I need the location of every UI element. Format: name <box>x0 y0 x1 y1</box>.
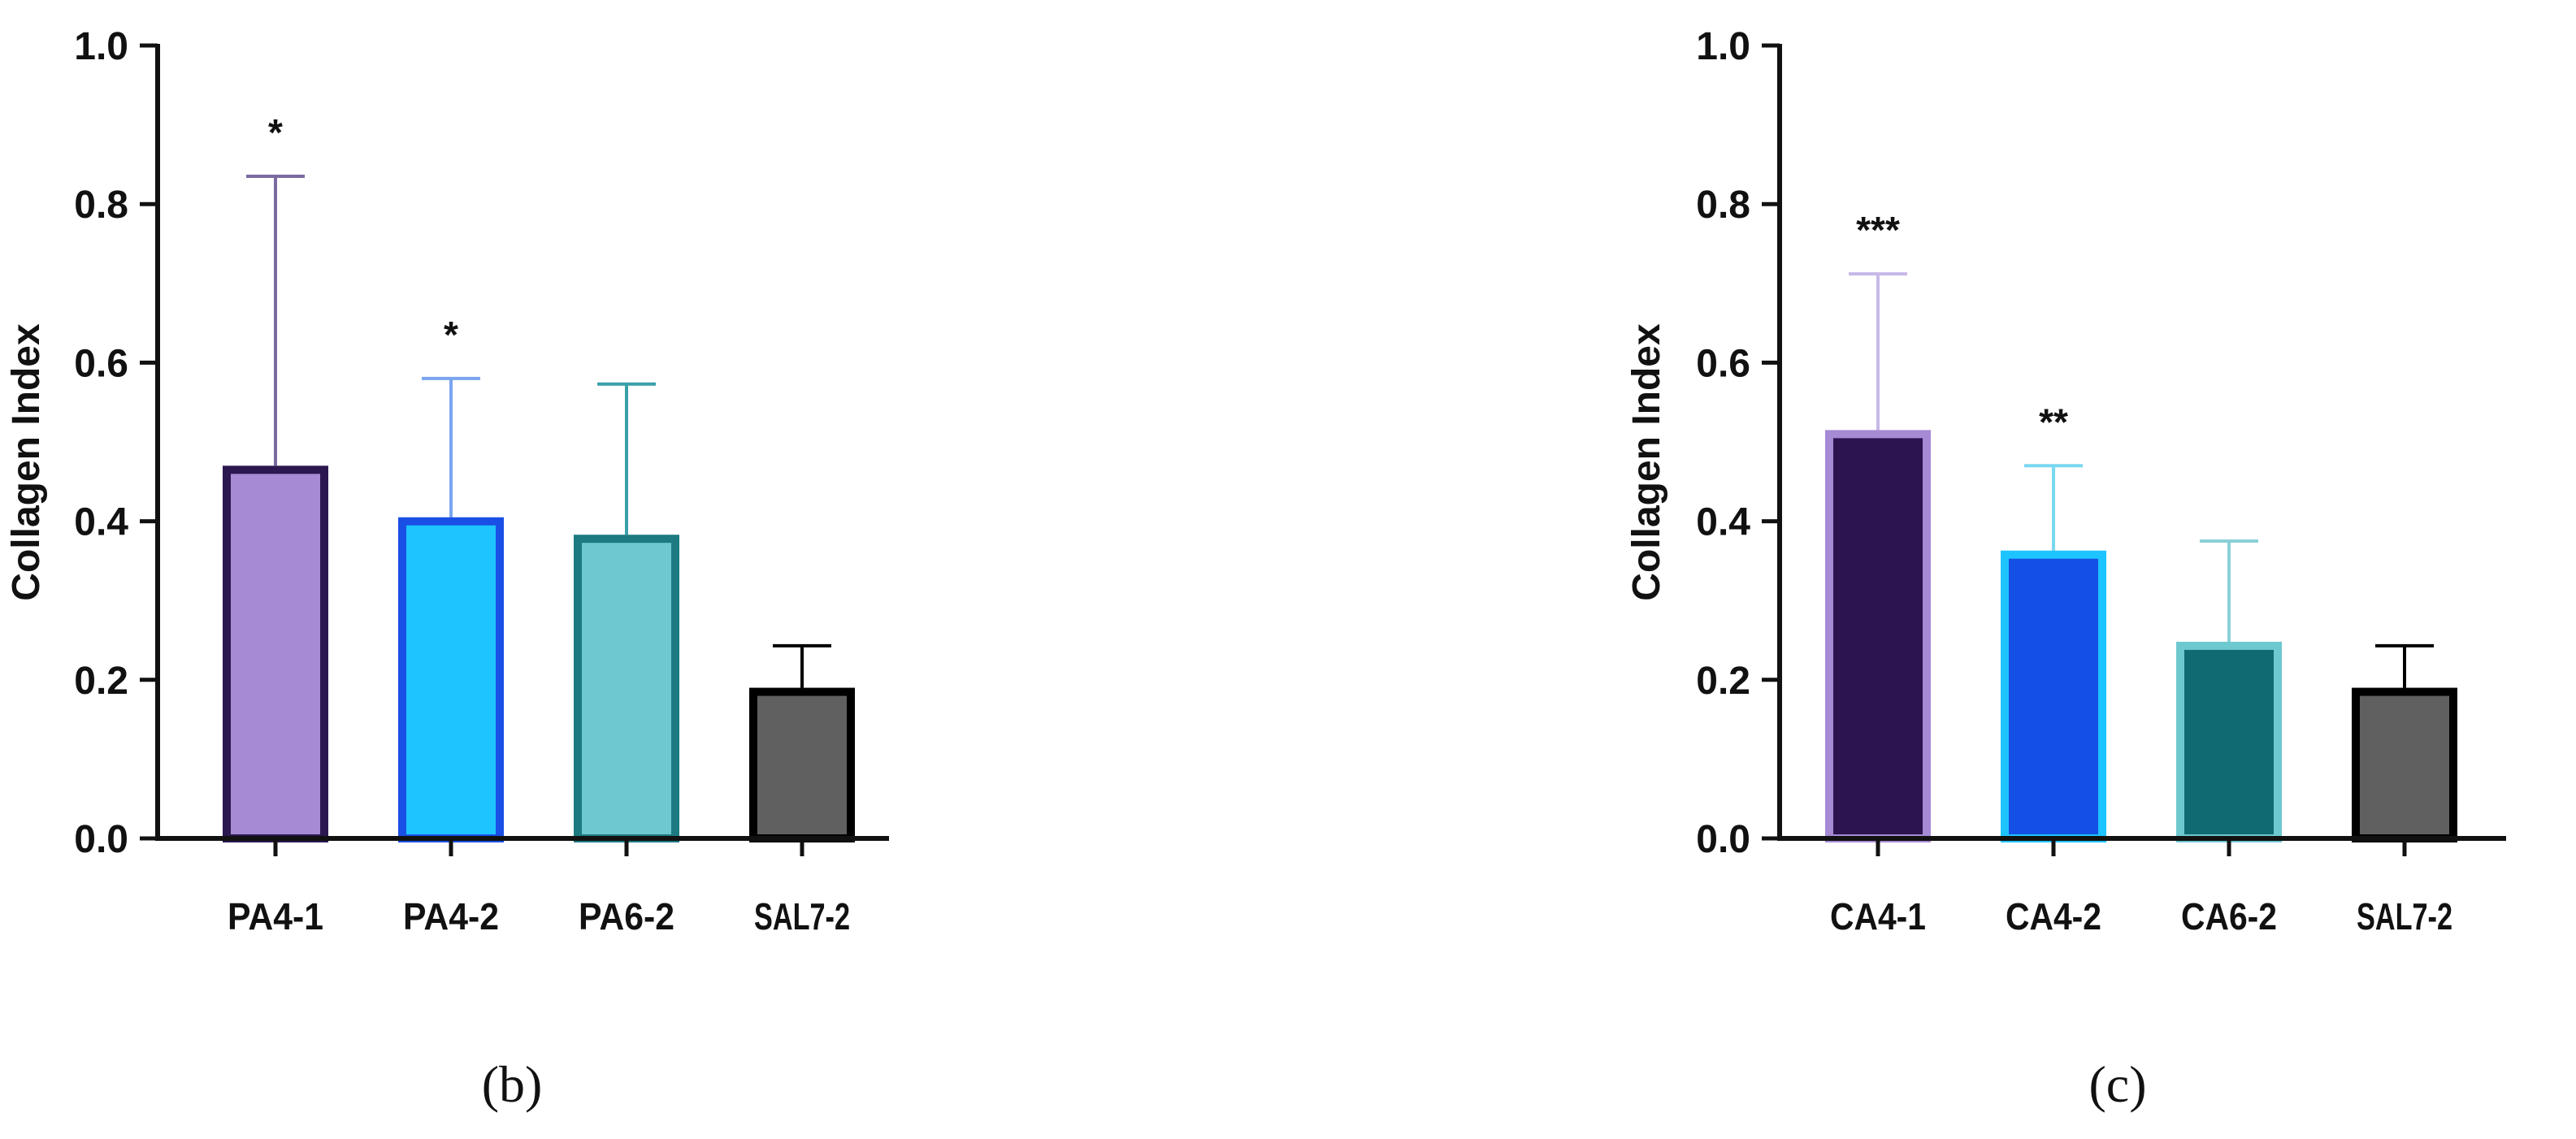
significance-annotation: * <box>444 314 458 356</box>
y-tick-label: 1.0 <box>74 25 128 68</box>
bar-ca4-2 <box>2001 550 2106 842</box>
x-tick-label: PA4-1 <box>228 895 323 938</box>
panel-label: (b) <box>482 1055 543 1113</box>
y-tick-label: 0.2 <box>1696 660 1750 703</box>
y-axis-title: Collagen Index <box>5 323 48 601</box>
x-tick-label: SAL7-2 <box>754 895 850 938</box>
bar-pa6-2 <box>574 535 679 843</box>
x-tick-label: CA4-2 <box>2006 895 2101 938</box>
x-tick-label: CA6-2 <box>2181 895 2277 938</box>
y-tick-label: 0.4 <box>74 501 128 544</box>
y-tick-label: 0.4 <box>1696 501 1750 544</box>
panel-label: (c) <box>2088 1055 2146 1113</box>
bar-ca4-1 <box>1825 430 1931 842</box>
bar-pa4-1 <box>223 466 328 843</box>
x-tick-label: PA6-2 <box>579 895 674 938</box>
significance-annotation: *** <box>1856 209 1900 251</box>
y-tick-label: 0.8 <box>74 184 128 227</box>
x-tick-label: PA4-2 <box>403 895 499 938</box>
bar-ca6-2 <box>2176 641 2282 843</box>
y-tick-label: 1.0 <box>1696 25 1750 68</box>
y-tick-label: 0.2 <box>74 660 128 703</box>
x-tick-label: SAL7-2 <box>2357 895 2452 938</box>
significance-annotation: ** <box>2039 401 2068 443</box>
x-tick-label: CA4-1 <box>1830 895 1926 938</box>
bar-sal7-2 <box>749 687 855 842</box>
y-tick-label: 0.6 <box>74 342 128 385</box>
y-tick-label: 0.0 <box>74 818 128 861</box>
y-tick-label: 0.0 <box>1696 818 1750 861</box>
bar-sal7-2 <box>2352 687 2457 842</box>
bar-pa4-2 <box>398 517 504 842</box>
y-axis-title: Collagen Index <box>1625 323 1668 601</box>
y-tick-label: 0.8 <box>1696 184 1750 227</box>
significance-annotation: * <box>268 111 283 154</box>
chart-panel-c: *** CA4-1 ** CA4-2 CA6-2 SAL7-2 0.0 0.2 0.4 0.6 0.… <box>1625 25 2506 1113</box>
chart-panel-b: * PA4-1 * PA4-2 PA6-2 SAL7-2 0.0 0.2 0.4 0.6 0.8 1.… <box>5 25 889 1113</box>
y-tick-label: 0.6 <box>1696 342 1750 385</box>
